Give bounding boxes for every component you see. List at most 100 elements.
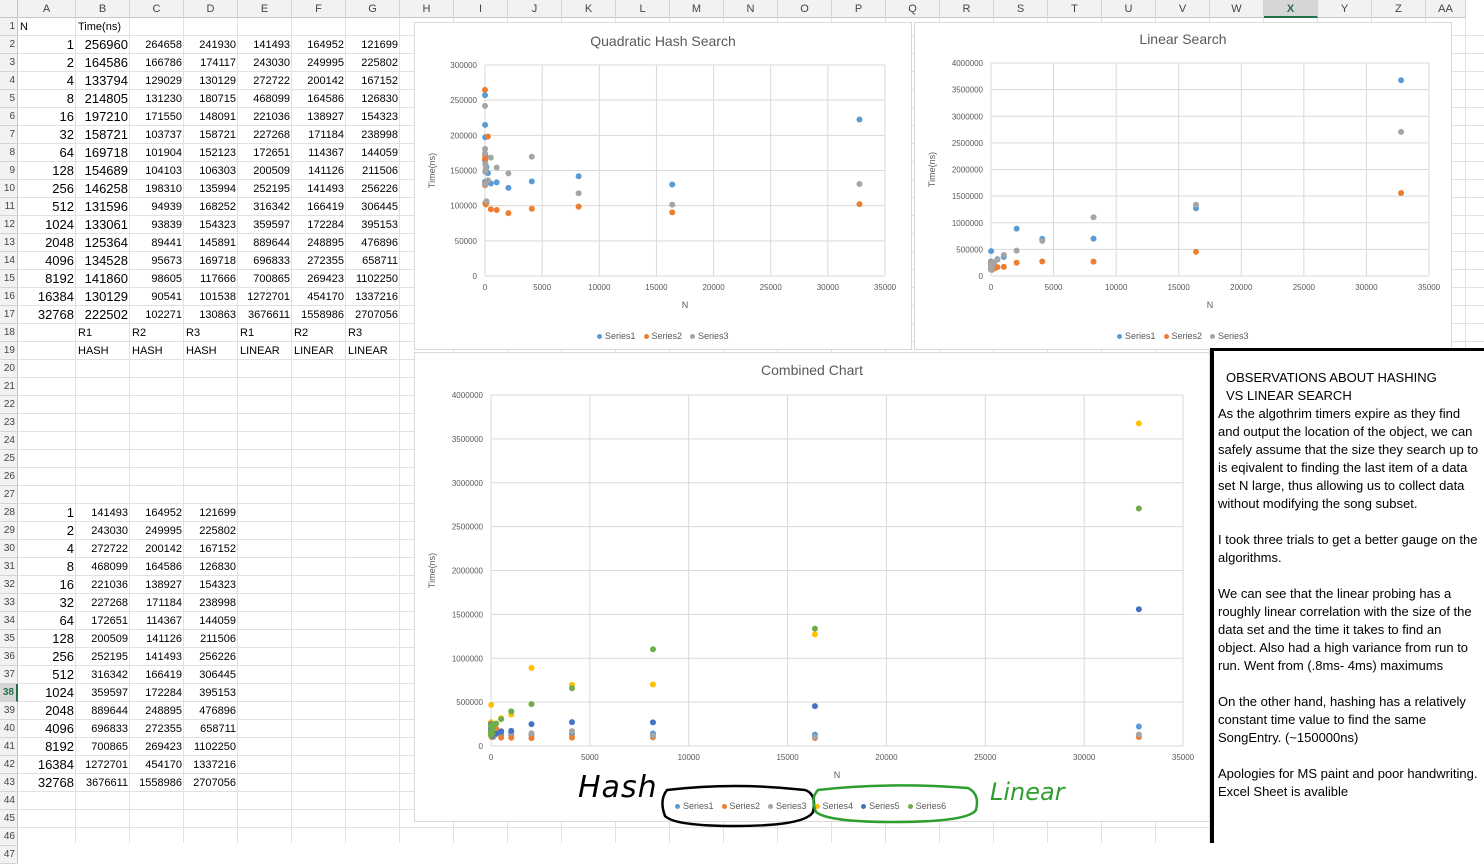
table-cell[interactable]: 128 — [52, 163, 74, 178]
table-cell[interactable]: 141493 — [145, 651, 182, 663]
column-header-t[interactable]: T — [1048, 0, 1102, 18]
column-header-d[interactable]: D — [184, 0, 238, 18]
table-cell[interactable]: 316342 — [91, 669, 128, 681]
column-header-i[interactable]: I — [454, 0, 508, 18]
table-cell[interactable]: 1024 — [45, 685, 74, 700]
row-header-21[interactable]: 21 — [0, 378, 18, 396]
table-cell[interactable]: 2 — [66, 523, 74, 538]
table-cell[interactable]: 16384 — [37, 289, 74, 304]
table-cell[interactable]: 171184 — [308, 129, 344, 141]
row-header-11[interactable]: 11 — [0, 198, 18, 216]
row-header-24[interactable]: 24 — [0, 432, 18, 450]
table-cell[interactable]: 101904 — [145, 147, 182, 159]
table-cell[interactable]: 4096 — [45, 253, 74, 268]
table-cell[interactable]: 1102250 — [193, 741, 236, 753]
column-header-f[interactable]: F — [292, 0, 346, 18]
table-cell[interactable]: 174117 — [200, 57, 236, 69]
table-cell[interactable]: 126830 — [199, 561, 236, 573]
row-header-45[interactable]: 45 — [0, 810, 18, 828]
table-cell[interactable]: 243030 — [91, 525, 128, 537]
column-header-x[interactable]: X — [1264, 0, 1318, 18]
table-cell[interactable]: 4 — [66, 73, 74, 88]
table-cell[interactable]: 125364 — [84, 235, 128, 250]
table-cell[interactable]: 168252 — [199, 201, 236, 213]
combined-chart[interactable]: Combined Chart 0 500000 1000000 1500000 2000… — [414, 352, 1210, 822]
row-header-41[interactable]: 41 — [0, 738, 18, 756]
row-header-14[interactable]: 14 — [0, 252, 18, 270]
table-cell[interactable]: 103737 — [145, 129, 182, 141]
table-cell[interactable]: 272722 — [253, 75, 290, 87]
row-header-10[interactable]: 10 — [0, 180, 18, 198]
table-cell[interactable]: 198310 — [145, 183, 182, 195]
table-cell[interactable]: 145891 — [199, 237, 236, 249]
table-cell[interactable]: 225802 — [199, 525, 236, 537]
table-cell[interactable]: 256960 — [84, 37, 128, 52]
table-cell[interactable]: 359597 — [91, 687, 128, 699]
row-header-8[interactable]: 8 — [0, 144, 18, 162]
trial-label[interactable]: R3 — [186, 327, 201, 339]
table-cell[interactable]: 1337216 — [355, 291, 398, 303]
method-label[interactable]: HASH — [78, 345, 109, 357]
table-cell[interactable]: 164586 — [145, 561, 182, 573]
table-cell[interactable]: 243030 — [253, 57, 290, 69]
row-header-4[interactable]: 4 — [0, 72, 18, 90]
table-cell[interactable]: 1272701 — [85, 759, 128, 771]
column-header-q[interactable]: Q — [886, 0, 940, 18]
select-all-corner[interactable] — [0, 0, 18, 18]
table-cell[interactable]: 152123 — [199, 147, 236, 159]
table-cell[interactable]: 8 — [66, 91, 74, 106]
column-header-k[interactable]: K — [562, 0, 616, 18]
table-cell[interactable]: 222502 — [84, 307, 128, 322]
table-cell[interactable]: 200142 — [145, 543, 182, 555]
table-cell[interactable]: 2048 — [45, 703, 74, 718]
method-label[interactable]: LINEAR — [240, 345, 280, 357]
row-header-23[interactable]: 23 — [0, 414, 18, 432]
table-cell[interactable]: 700865 — [91, 741, 128, 753]
table-cell[interactable]: 172651 — [253, 147, 290, 159]
table-cell[interactable]: 238998 — [361, 129, 398, 141]
table-cell[interactable]: 395153 — [361, 219, 398, 231]
row-header-27[interactable]: 27 — [0, 486, 18, 504]
row-header-1[interactable]: 1 — [0, 18, 18, 36]
table-cell[interactable]: 249995 — [145, 525, 182, 537]
table-cell[interactable]: 104103 — [145, 165, 182, 177]
row-header-17[interactable]: 17 — [0, 306, 18, 324]
table-cell[interactable]: 468099 — [253, 93, 290, 105]
table-cell[interactable]: 272722 — [91, 543, 128, 555]
row-header-29[interactable]: 29 — [0, 522, 18, 540]
table-cell[interactable]: 94939 — [151, 201, 182, 213]
column-header-z[interactable]: Z — [1372, 0, 1426, 18]
table-cell[interactable]: 166419 — [145, 669, 182, 681]
table-cell[interactable]: 154323 — [361, 111, 398, 123]
row-header-31[interactable]: 31 — [0, 558, 18, 576]
table-cell[interactable]: 167152 — [199, 543, 236, 555]
table-cell[interactable]: 167152 — [361, 75, 398, 87]
table-cell[interactable]: 134528 — [84, 253, 128, 268]
table-cell[interactable]: 141493 — [307, 183, 344, 195]
observations-textbox[interactable]: OBSERVATIONS ABOUT HASHING VS LINEAR SEA… — [1210, 348, 1484, 843]
table-cell[interactable]: 154323 — [199, 219, 236, 231]
table-cell[interactable]: 252195 — [91, 651, 128, 663]
table-cell[interactable]: 98605 — [151, 273, 182, 285]
table-cell[interactable]: 2 — [66, 55, 74, 70]
row-header-16[interactable]: 16 — [0, 288, 18, 306]
column-header-r[interactable]: R — [940, 0, 994, 18]
table-cell[interactable]: 138927 — [307, 111, 344, 123]
table-cell[interactable]: 32 — [59, 127, 74, 142]
row-header-37[interactable]: 37 — [0, 666, 18, 684]
table-cell[interactable]: 121699 — [199, 507, 236, 519]
table-cell[interactable]: 114367 — [308, 147, 344, 159]
row-header-35[interactable]: 35 — [0, 630, 18, 648]
trial-label[interactable]: R2 — [294, 327, 309, 339]
table-cell[interactable]: 169718 — [199, 255, 236, 267]
table-cell[interactable]: 130863 — [199, 309, 236, 321]
column-header-p[interactable]: P — [832, 0, 886, 18]
method-label[interactable]: HASH — [186, 345, 217, 357]
column-header-n[interactable]: N — [724, 0, 778, 18]
table-cell[interactable]: 512 — [52, 667, 74, 682]
table-cell[interactable]: 512 — [52, 199, 74, 214]
table-cell[interactable]: 200509 — [91, 633, 128, 645]
column-header-a[interactable]: A — [18, 0, 76, 18]
header-n[interactable]: N — [20, 21, 28, 33]
table-cell[interactable]: 133061 — [84, 217, 128, 232]
